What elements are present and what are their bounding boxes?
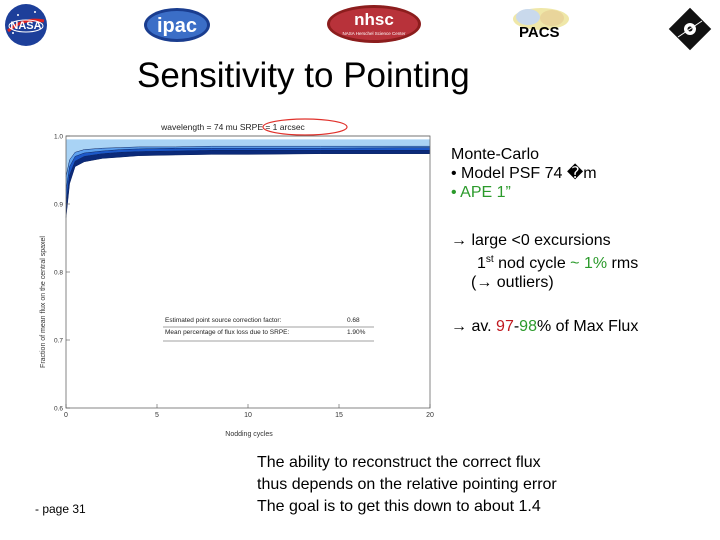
correction-annotation: Estimated point source correction factor… <box>163 317 374 342</box>
y-tick-label: 1.0 <box>54 134 63 141</box>
series-line-3 <box>65 147 431 191</box>
pacs-logo <box>513 8 569 30</box>
note-average-high: 98 <box>519 318 537 335</box>
nhsc-logo-subtext: NASA Herschel Science Center <box>342 31 406 36</box>
band-3 <box>66 146 430 191</box>
band-2 <box>66 147 430 204</box>
annotation-label-2: Mean percentage of flux loss due to SRPE… <box>165 329 289 336</box>
note-nod-cycle-text: nod cycle <box>493 255 571 272</box>
series-line-1 <box>65 153 430 218</box>
nhsc-logo: nhsc NASA Herschel Science Center <box>327 5 421 43</box>
conclusion-line-3: The goal is to get this down to about 1.… <box>257 498 541 515</box>
note-average-low: 97 <box>496 318 514 335</box>
slide-title: Sensitivity to Pointing <box>137 56 470 95</box>
band-1 <box>66 150 430 218</box>
chart-title: wavelength = 74 mu SRPE = 1 arcsec <box>160 122 305 132</box>
highlight-circle <box>262 118 348 136</box>
y-tick-label: 0.9 <box>54 202 63 209</box>
note-average-suffix: % of Max Flux <box>536 318 639 335</box>
note-nod-cycle-suffix: st <box>485 254 494 265</box>
ipac-logo: ipac <box>144 8 210 42</box>
annotation-label-1: Estimated point source correction factor… <box>165 317 282 324</box>
x-tick-label: 20 <box>426 412 434 419</box>
note-rms-label: rms <box>607 255 639 272</box>
y-axis-label: Fraction of mean flux on the central spa… <box>40 236 47 368</box>
note-nod-cycle-number: 1 <box>477 255 486 272</box>
note-average-prefix: → av. <box>451 318 497 335</box>
conclusion-text: The ability to reconstruct the correct f… <box>257 452 557 518</box>
y-tick-label: 0.8 <box>54 270 63 277</box>
x-axis-label: Nodding cycles <box>225 431 273 438</box>
ipac-logo-text: ipac <box>157 15 197 37</box>
conclusion-line-1: The ability to reconstruct the correct f… <box>257 454 541 471</box>
note-model-psf: • Model PSF 74 �m <box>451 165 597 182</box>
annotation-value-1: 0.68 <box>347 317 360 324</box>
y-tick-label: 0.7 <box>54 338 63 345</box>
x-tick-label: 10 <box>244 412 252 419</box>
note-nod-cycle: 1st nod cycle ~ 1% rms <box>451 250 638 273</box>
nasa-logo: NASA <box>5 4 47 46</box>
sensitivity-chart: wavelength = 74 mu SRPE = 1 arcsec 0 5 10 1… <box>40 118 434 438</box>
note-ape: • APE 1” <box>451 184 511 201</box>
series-line-4 <box>65 145 430 177</box>
note-average-dash: - <box>513 318 520 335</box>
herschel-logo <box>668 7 712 51</box>
note-approx-sign: ~ <box>570 255 580 272</box>
conclusion-line-2: thus depends on the relative pointing er… <box>257 476 557 493</box>
note-outliers: (→ outliers) <box>471 274 554 291</box>
y-tick-label: 0.6 <box>54 406 63 413</box>
nasa-logo-text: NASA <box>10 20 41 32</box>
plot-area <box>66 136 430 408</box>
nhsc-logo-text: nhsc <box>354 10 394 29</box>
note-large-excursions: → large <0 excursions <box>451 232 611 249</box>
note-rms-percent: 1% <box>583 255 608 272</box>
x-tick-label: 5 <box>155 412 159 419</box>
x-tick-label: 15 <box>335 412 343 419</box>
band-4 <box>66 139 430 177</box>
notes-block-excursions: → large <0 excursions 1st nod cycle ~ 1%… <box>451 231 638 292</box>
series-line-2 <box>65 150 430 205</box>
page-number: - page 31 <box>35 502 86 516</box>
note-montecarlo: Monte-Carlo <box>451 146 540 163</box>
note-average-flux: → av. 97-98% of Max Flux <box>451 317 638 336</box>
annotation-value-2: 1.90% <box>347 329 366 336</box>
x-tick-label: 0 <box>64 412 68 419</box>
pacs-label: PACS <box>519 24 560 41</box>
notes-block-montecarlo: Monte-Carlo • Model PSF 74 �m • APE 1” <box>451 145 597 202</box>
